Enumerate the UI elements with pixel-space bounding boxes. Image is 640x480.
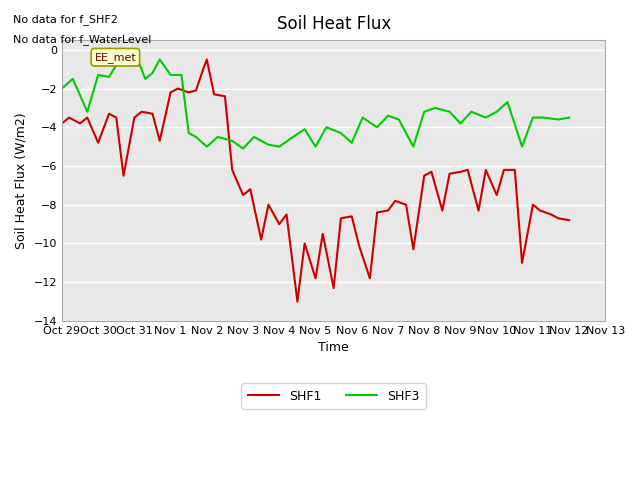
SHF1 xyxy=(294,299,301,304)
SHF3 xyxy=(105,74,113,80)
SHF3 xyxy=(94,72,102,78)
SHF1 xyxy=(174,85,182,91)
SHF3 xyxy=(250,134,258,140)
SHF3 xyxy=(456,120,464,126)
SHF3 xyxy=(83,109,91,115)
Line: SHF3: SHF3 xyxy=(62,51,569,149)
SHF3 xyxy=(156,57,164,62)
Y-axis label: Soil Heat Flux (W/m2): Soil Heat Flux (W/m2) xyxy=(15,112,28,249)
SHF3 xyxy=(120,51,127,57)
SHF1 xyxy=(410,246,417,252)
SHF1 xyxy=(547,212,555,217)
SHF3 xyxy=(185,130,193,136)
SHF3 xyxy=(192,134,200,140)
SHF3 xyxy=(529,115,537,120)
SHF1 xyxy=(500,167,508,173)
SHF3 xyxy=(203,144,211,149)
SHF3 xyxy=(373,124,381,130)
SHF3 xyxy=(323,124,330,130)
SHF3 xyxy=(131,48,138,54)
Line: SHF1: SHF1 xyxy=(62,60,569,301)
SHF3 xyxy=(148,70,156,76)
SHF3 xyxy=(228,138,236,144)
Text: No data for f_WaterLevel: No data for f_WaterLevel xyxy=(13,34,151,45)
SHF3 xyxy=(301,126,308,132)
Title: Soil Heat Flux: Soil Heat Flux xyxy=(276,15,391,33)
SHF3 xyxy=(312,144,319,149)
SHF3 xyxy=(286,136,294,142)
SHF3 xyxy=(493,109,500,115)
SHF3 xyxy=(214,134,221,140)
SHF3 xyxy=(554,117,562,122)
SHF1 xyxy=(565,217,573,223)
Text: EE_met: EE_met xyxy=(95,52,136,63)
SHF1 xyxy=(58,120,66,126)
SHF3 xyxy=(482,115,490,120)
SHF3 xyxy=(264,142,272,147)
SHF3 xyxy=(431,105,439,111)
SHF3 xyxy=(395,117,403,122)
SHF3 xyxy=(275,144,283,149)
SHF3 xyxy=(445,109,453,115)
SHF3 xyxy=(337,130,345,136)
SHF3 xyxy=(141,76,149,82)
SHF3 xyxy=(359,115,367,120)
SHF3 xyxy=(518,144,526,149)
SHF3 xyxy=(540,115,548,120)
SHF3 xyxy=(384,113,392,119)
Legend: SHF1, SHF3: SHF1, SHF3 xyxy=(241,384,426,409)
SHF1 xyxy=(445,171,453,177)
X-axis label: Time: Time xyxy=(318,341,349,354)
SHF3 xyxy=(348,140,356,145)
SHF1 xyxy=(203,57,211,62)
SHF3 xyxy=(58,85,66,91)
SHF3 xyxy=(504,99,511,105)
SHF3 xyxy=(565,115,573,120)
SHF3 xyxy=(167,72,175,78)
Text: No data for f_SHF2: No data for f_SHF2 xyxy=(13,14,118,25)
SHF3 xyxy=(410,144,417,149)
SHF3 xyxy=(420,109,428,115)
SHF3 xyxy=(467,109,475,115)
SHF3 xyxy=(239,146,247,152)
SHF3 xyxy=(178,72,186,78)
SHF3 xyxy=(69,76,77,82)
SHF1 xyxy=(185,90,193,96)
